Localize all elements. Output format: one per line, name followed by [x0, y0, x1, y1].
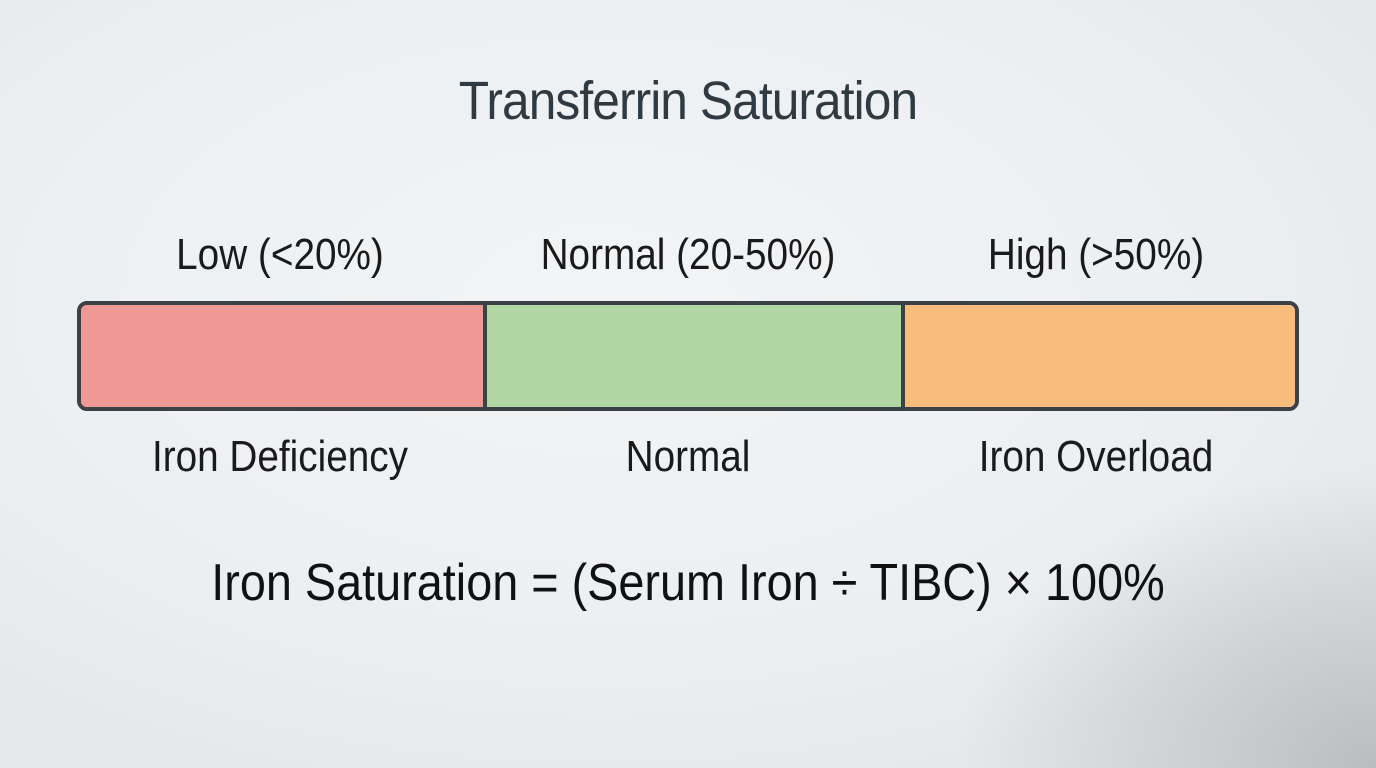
zone-label-iron-overload: Iron Overload — [978, 432, 1214, 481]
segment-normal — [483, 305, 901, 407]
range-label-low: Low (<20%) — [176, 230, 384, 279]
diagram-title: Transferrin Saturation — [458, 71, 918, 131]
segment-low — [81, 305, 483, 407]
range-label-normal: Normal (20-50%) — [540, 230, 836, 279]
range-label-high: High (>50%) — [987, 230, 1205, 279]
segment-high — [901, 305, 1295, 407]
saturation-formula: Iron Saturation = (Serum Iron ÷ TIBC) × … — [211, 554, 1165, 612]
saturation-scale-bar — [77, 301, 1299, 411]
zone-label-normal: Normal — [625, 432, 751, 481]
zone-label-iron-deficiency: Iron Deficiency — [151, 432, 409, 481]
